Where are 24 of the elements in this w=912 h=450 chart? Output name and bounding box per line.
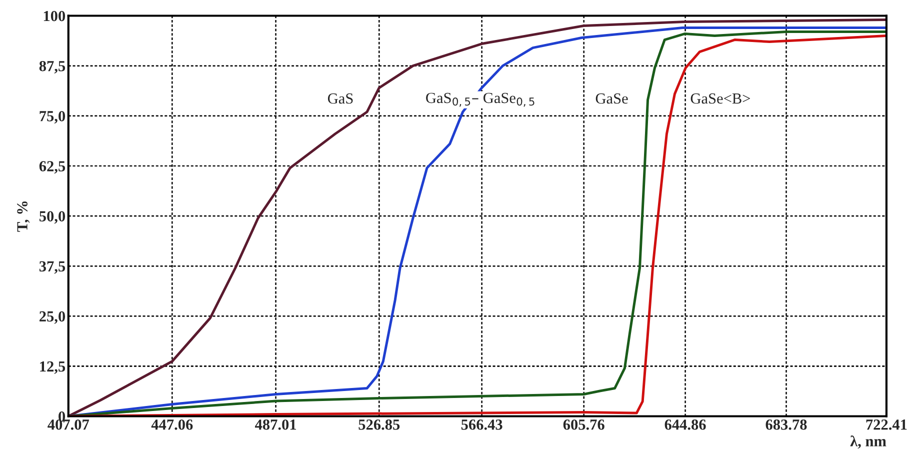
x-axis-title: λ, nm [850,436,886,449]
series-label: GaSe<B> [690,93,750,104]
y-tick-label: 87,5 [39,60,66,74]
x-tick-label: 683.78 [766,419,807,430]
y-tick-label: 62,5 [39,161,66,174]
x-tick-label: 526.85 [358,419,400,430]
x-tick-label: 722.41 [866,420,907,430]
y-tick-label: 50,0 [39,211,66,224]
x-tick-label: 407.07 [48,419,90,430]
x-tick-label: 487.01 [254,419,296,430]
x-tick-label: 566.43 [461,420,502,430]
x-tick-label: 605.76 [563,419,604,430]
x-tick-label: 447.06 [151,419,193,430]
y-tick-label: 100 [44,10,66,22]
y-axis-title: T, % [17,201,30,232]
series-label: GaS [328,93,353,104]
series-label: GaS$_{0,5}$– GaSe$_{0,5}$ [426,92,534,107]
y-tick-label: 12,5 [40,361,66,374]
series-label: GaSe [596,93,628,104]
x-tick-label: 644.86 [664,419,706,430]
y-tick-label: 0 [58,411,66,422]
y-tick-label: 37,5 [39,261,66,274]
y-tick-label: 25,0 [40,311,66,324]
y-tick-label: 75,0 [40,111,66,124]
